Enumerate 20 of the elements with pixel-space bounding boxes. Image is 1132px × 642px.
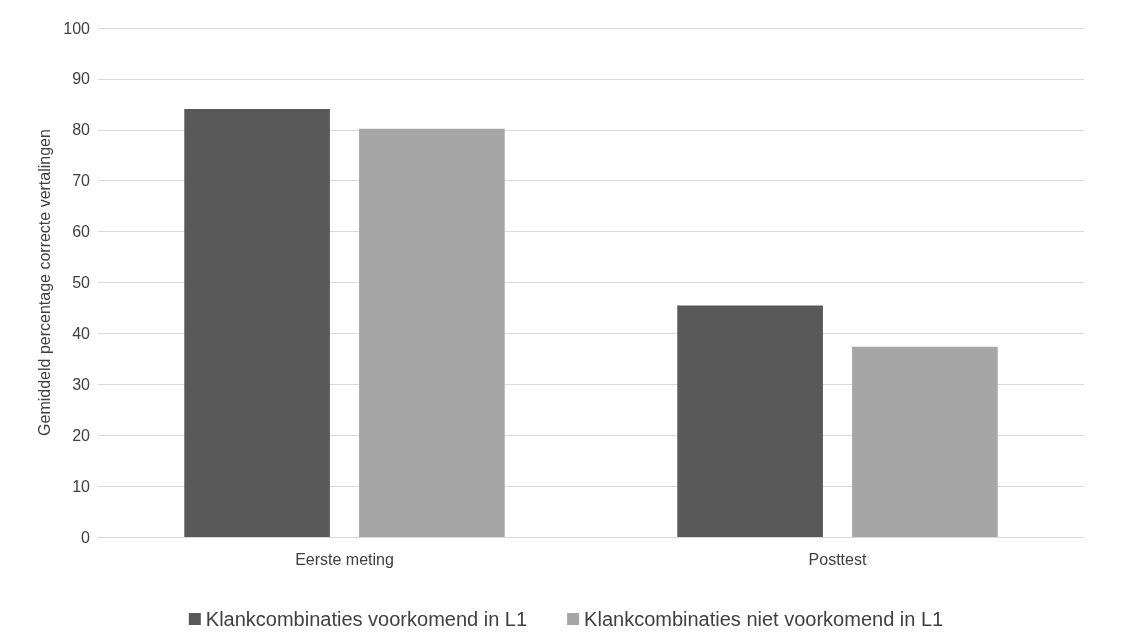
x-tick-label: Eerste meting — [295, 550, 394, 568]
bar — [184, 108, 330, 537]
y-tick-label: 50 — [72, 274, 91, 291]
y-tick-label: 10 — [72, 477, 91, 495]
legend-label: Klankcombinaties niet voorkomend in L1 — [584, 608, 944, 630]
x-tick-label: Posttest — [808, 550, 867, 568]
y-tick-label: 60 — [72, 223, 91, 241]
y-tick-label: 100 — [63, 19, 91, 37]
bar — [677, 305, 823, 537]
bar — [852, 346, 998, 537]
y-tick-label: 80 — [72, 121, 91, 139]
y-tick-label: 20 — [72, 426, 91, 444]
y-tick-label: 90 — [72, 70, 91, 88]
y-tick-label: 70 — [72, 172, 91, 190]
y-tick-label: 40 — [72, 324, 91, 342]
y-axis-title: Gemiddeld percentage correcte vertalingen — [35, 129, 53, 436]
legend-label: Klankcombinaties voorkomend in L1 — [205, 608, 528, 630]
y-tick-label: 0 — [81, 528, 91, 546]
y-tick-label: 30 — [72, 375, 91, 393]
bar — [359, 128, 505, 537]
